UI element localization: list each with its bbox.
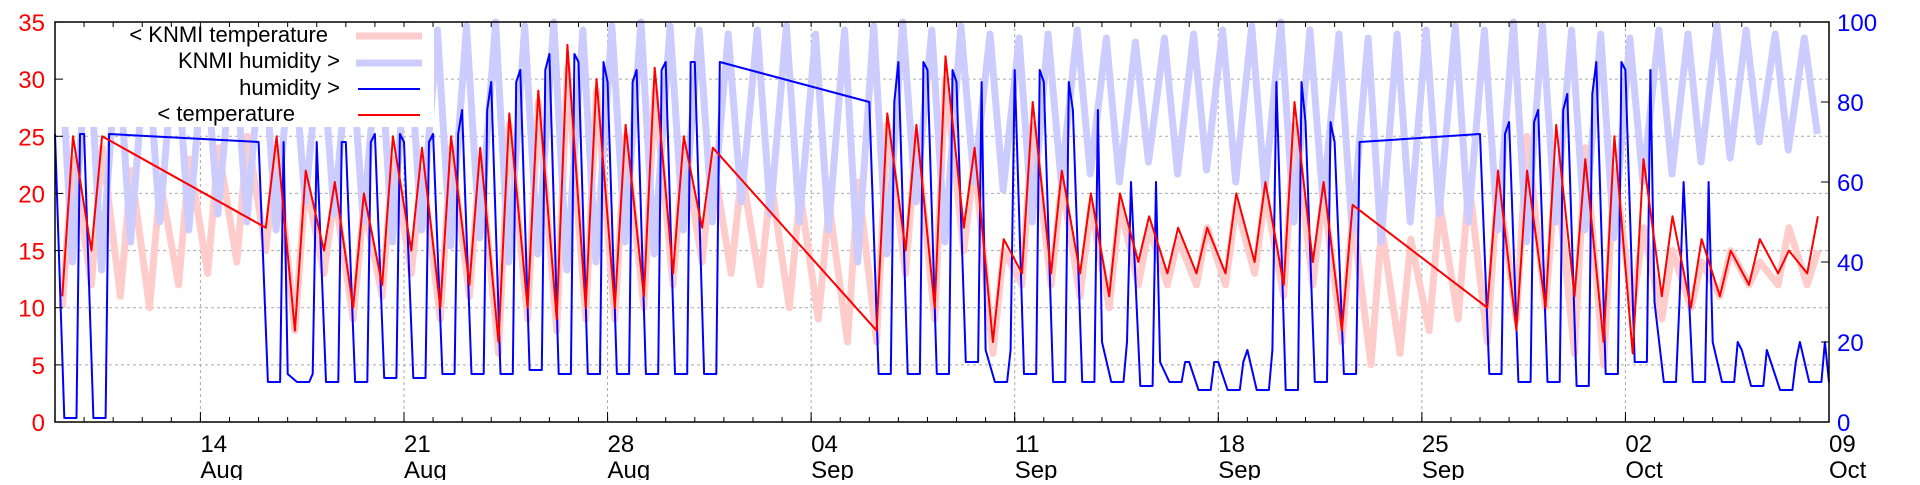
x-tick-label-day: 14 bbox=[200, 431, 227, 458]
left-tick-label: 30 bbox=[18, 67, 45, 94]
x-tick-label-month: Sep bbox=[811, 457, 854, 480]
x-tick-label-month: Aug bbox=[404, 457, 447, 480]
x-tick-label-day: 11 bbox=[1015, 431, 1040, 458]
left-tick-label: 15 bbox=[18, 239, 45, 266]
left-tick-label: 25 bbox=[18, 124, 45, 151]
left-tick-label: 20 bbox=[18, 181, 45, 208]
right-tick-label: 0 bbox=[1837, 410, 1850, 437]
left-tick-label: 0 bbox=[32, 410, 45, 437]
x-tick-label-month: Sep bbox=[1218, 457, 1261, 480]
legend-label-humidity: humidity > bbox=[239, 75, 340, 100]
series-line-temperature bbox=[61, 43, 1819, 355]
legend-label-temperature: < temperature bbox=[157, 101, 295, 126]
legend: < KNMI temperature KNMI humidity > humid… bbox=[56, 22, 434, 127]
right-tick-label: 20 bbox=[1837, 330, 1864, 357]
x-tick-label-month: Aug bbox=[608, 457, 651, 480]
x-tick-label-month: Sep bbox=[1015, 457, 1058, 480]
legend-background bbox=[56, 23, 434, 127]
right-tick-label: 40 bbox=[1837, 250, 1864, 277]
right-tick-label: 80 bbox=[1837, 90, 1864, 117]
plot-border bbox=[54, 21, 1830, 423]
x-tick-label-day: 28 bbox=[608, 431, 635, 458]
series-line-humidity bbox=[54, 53, 1830, 419]
x-tick-label-day: 18 bbox=[1218, 431, 1245, 458]
x-tick-label-month: Aug bbox=[200, 457, 243, 480]
x-tick-label-day: 02 bbox=[1625, 431, 1652, 458]
left-tick-label: 35 bbox=[18, 10, 45, 37]
x-tick-label-day: 25 bbox=[1422, 431, 1449, 458]
right-tick-label: 100 bbox=[1837, 10, 1877, 37]
x-tick-label-day: 21 bbox=[404, 431, 431, 458]
right-tick-label: 60 bbox=[1837, 170, 1864, 197]
x-tick-label-day: 09 bbox=[1829, 431, 1856, 458]
legend-label-knmi-humidity: KNMI humidity > bbox=[178, 48, 340, 73]
left-tick-label: 5 bbox=[32, 353, 45, 380]
x-tick-label-day: 04 bbox=[811, 431, 838, 458]
legend-label-knmi-temperature: < KNMI temperature bbox=[129, 22, 328, 47]
left-tick-label: 10 bbox=[18, 296, 45, 323]
x-tick-label-month: Sep bbox=[1422, 457, 1465, 480]
x-tick-label-month: Oct bbox=[1625, 457, 1663, 480]
x-tick-label-month: Oct bbox=[1829, 457, 1867, 480]
